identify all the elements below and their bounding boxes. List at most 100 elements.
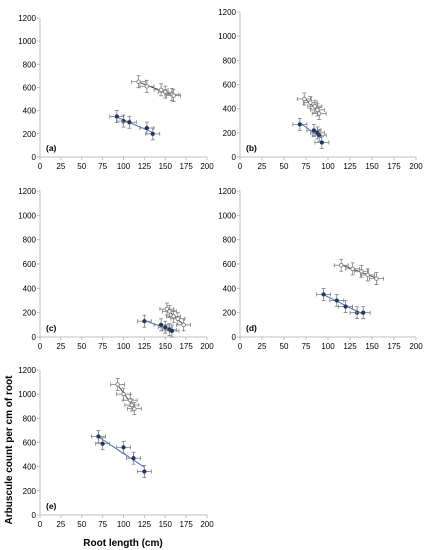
x-tick-label: 150 — [159, 342, 173, 351]
y-tick-label: 600 — [23, 260, 37, 269]
x-tick-label: 25 — [56, 162, 65, 171]
x-tick-label: 50 — [77, 520, 86, 529]
x-tick-label: 25 — [258, 162, 267, 171]
x-tick-label: 175 — [387, 162, 401, 171]
data-point-filled — [343, 304, 348, 309]
panel-label: (c) — [46, 323, 57, 333]
y-tick-label: 1200 — [18, 14, 36, 23]
x-tick-label: 25 — [258, 342, 267, 351]
x-tick-label: 75 — [98, 162, 107, 171]
panel-label: (a) — [46, 143, 57, 153]
y-tick-label: 200 — [23, 309, 37, 318]
y-tick-label: 1000 — [218, 211, 236, 220]
data-point-open — [129, 402, 135, 408]
x-tick-label: 200 — [200, 162, 214, 171]
data-point-open — [175, 316, 181, 322]
x-tick-label: 200 — [409, 342, 423, 351]
x-tick-label: 100 — [321, 162, 335, 171]
x-tick-label: 100 — [117, 520, 131, 529]
x-tick-label: 0 — [238, 162, 243, 171]
x-tick-label: 50 — [77, 162, 86, 171]
data-point-open — [365, 272, 370, 278]
x-tick-label: 0 — [38, 520, 43, 529]
y-tick-label: 400 — [23, 107, 37, 116]
series-filled — [292, 117, 330, 149]
y-tick-label: 600 — [23, 84, 37, 93]
panel-c: 0 200 400 600 800 1000 1200 0 25 50 75 100 125 150 175… — [18, 187, 214, 351]
x-tick-label: 25 — [56, 520, 65, 529]
x-tick-label: 50 — [280, 342, 289, 351]
data-point-filled — [127, 120, 132, 125]
data-point-open — [301, 96, 307, 102]
x-tick-label: 150 — [159, 162, 173, 171]
data-point-filled — [158, 322, 164, 327]
y-tick-label: 800 — [223, 236, 237, 245]
series-open — [333, 258, 384, 286]
y-tick-label: 0 — [232, 153, 237, 162]
y-tick-label: 1000 — [18, 390, 36, 399]
y-tick-label: 200 — [223, 129, 237, 138]
x-tick-label: 100 — [117, 162, 131, 171]
x-tick-label: 0 — [38, 162, 43, 171]
y-tick-label: 800 — [23, 414, 37, 423]
y-tick-label: 0 — [32, 153, 37, 162]
x-tick-label: 200 — [200, 520, 214, 529]
panel-d: 0 200 400 600 800 1000 1200 0 25 50 75 100 125 150 175… — [218, 187, 423, 351]
x-tick-label: 75 — [302, 162, 311, 171]
x-tick-label: 25 — [56, 342, 65, 351]
series-filled — [109, 110, 161, 141]
x-tick-label: 50 — [280, 162, 289, 171]
trend-line — [138, 81, 174, 96]
data-point-filled — [150, 131, 155, 136]
y-tick-label: 1200 — [18, 187, 36, 196]
data-point-open — [181, 322, 186, 328]
data-point-filled — [100, 441, 105, 446]
x-tick-label: 200 — [200, 342, 214, 351]
series-filled — [91, 430, 152, 478]
data-point-filled — [169, 328, 175, 334]
data-point-filled — [144, 125, 150, 131]
data-point-open — [144, 84, 150, 89]
y-tick-label: 200 — [223, 309, 237, 318]
y-tick-label: 800 — [23, 60, 37, 69]
data-point-open — [136, 79, 141, 84]
y-tick-label: 1000 — [18, 211, 36, 220]
x-tick-label: 75 — [302, 342, 311, 351]
x-tick-label: 125 — [138, 520, 152, 529]
panel-b: 0 200 400 600 800 1000 1200 0 25 50 75 100 125 150 175… — [218, 8, 423, 171]
x-tick-label: 125 — [343, 342, 357, 351]
data-point-open — [316, 111, 322, 116]
x-tick-label: 100 — [321, 342, 335, 351]
y-tick-label: 600 — [223, 260, 237, 269]
x-tick-label: 150 — [159, 520, 173, 529]
data-point-open — [350, 266, 355, 272]
y-tick-label: 0 — [32, 511, 37, 520]
x-tick-label: 175 — [179, 342, 193, 351]
x-tick-label: 200 — [409, 162, 423, 171]
data-point-open — [132, 406, 137, 411]
data-point-filled — [121, 445, 126, 450]
y-tick-label: 1000 — [218, 32, 236, 41]
data-point-open — [171, 314, 176, 319]
y-tick-label: 1200 — [218, 8, 236, 17]
data-point-open — [167, 309, 172, 314]
x-tick-label: 125 — [343, 162, 357, 171]
data-point-filled — [297, 122, 302, 127]
x-tick-label: 75 — [98, 520, 107, 529]
data-point-filled — [142, 469, 147, 474]
data-point-filled — [142, 319, 147, 324]
data-point-filled — [131, 456, 136, 461]
y-axis-title: Arbuscule count per cm of root — [4, 375, 15, 525]
y-tick-label: 400 — [23, 284, 37, 293]
x-tick-label: 0 — [38, 342, 43, 351]
panel-a: 0 200 400 600 800 1000 1200 0 25 50 75 100 125 150 175… — [18, 14, 214, 171]
data-point-filled — [114, 114, 119, 119]
data-point-filled — [321, 292, 326, 297]
y-tick-label: 0 — [32, 333, 37, 342]
y-tick-label: 1200 — [218, 187, 236, 196]
x-tick-label: 150 — [365, 342, 379, 351]
y-tick-label: 400 — [223, 105, 237, 114]
y-tick-label: 0 — [232, 333, 237, 342]
data-point-filled — [334, 298, 339, 303]
